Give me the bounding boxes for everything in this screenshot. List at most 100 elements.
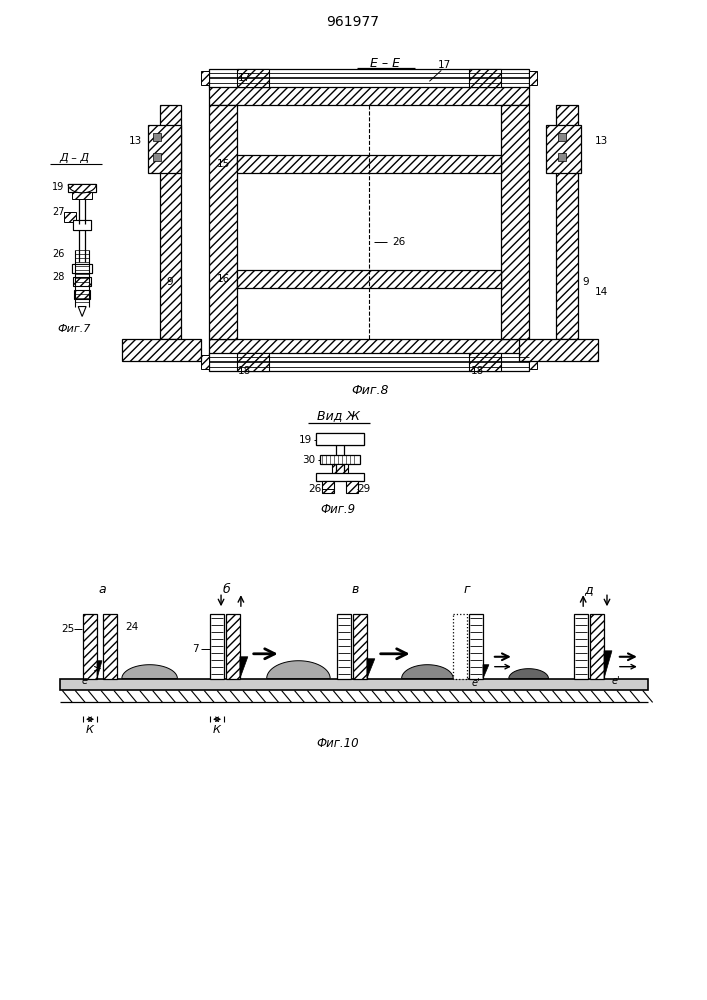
Text: г: г bbox=[464, 583, 470, 596]
Bar bbox=[72, 192, 92, 199]
Text: 18: 18 bbox=[470, 366, 484, 376]
Bar bbox=[74, 290, 90, 299]
Bar bbox=[469, 614, 483, 679]
Bar bbox=[320, 455, 360, 464]
Bar bbox=[237, 270, 501, 288]
Polygon shape bbox=[367, 659, 375, 679]
Bar bbox=[547, 125, 581, 173]
Bar bbox=[64, 212, 76, 222]
Bar bbox=[469, 353, 501, 371]
Text: 9: 9 bbox=[166, 277, 173, 287]
Bar bbox=[209, 69, 529, 87]
Bar bbox=[529, 71, 537, 85]
Bar bbox=[237, 353, 269, 371]
Bar bbox=[332, 464, 348, 480]
Bar bbox=[353, 614, 367, 679]
Bar bbox=[574, 614, 588, 679]
Text: 9: 9 bbox=[583, 277, 590, 287]
Text: Фиг.9: Фиг.9 bbox=[320, 503, 356, 516]
Bar bbox=[160, 105, 182, 339]
Bar bbox=[69, 184, 96, 192]
Bar bbox=[74, 220, 91, 230]
Polygon shape bbox=[78, 307, 86, 316]
Bar bbox=[529, 355, 537, 369]
Text: 13: 13 bbox=[129, 136, 142, 146]
Bar bbox=[590, 614, 604, 679]
Bar bbox=[519, 339, 598, 361]
Text: 25: 25 bbox=[62, 624, 75, 634]
Bar bbox=[69, 184, 96, 192]
Text: 28: 28 bbox=[52, 272, 64, 282]
Bar bbox=[209, 83, 529, 105]
Bar bbox=[74, 220, 91, 230]
Text: б: б bbox=[222, 583, 230, 596]
Bar bbox=[316, 433, 364, 445]
Text: 17: 17 bbox=[438, 60, 451, 70]
Text: 30: 30 bbox=[302, 455, 315, 465]
Bar bbox=[209, 353, 529, 371]
Text: 18: 18 bbox=[238, 366, 252, 376]
Polygon shape bbox=[122, 665, 177, 679]
Polygon shape bbox=[267, 661, 330, 679]
Bar bbox=[72, 264, 92, 273]
Bar bbox=[83, 614, 97, 679]
Text: 19: 19 bbox=[52, 182, 64, 192]
Bar bbox=[346, 481, 358, 493]
Polygon shape bbox=[483, 665, 489, 679]
Polygon shape bbox=[604, 651, 612, 679]
Text: 961977: 961977 bbox=[327, 15, 380, 29]
Text: 7: 7 bbox=[192, 644, 199, 654]
Text: а: а bbox=[98, 583, 106, 596]
Text: 26: 26 bbox=[392, 237, 405, 247]
Bar bbox=[237, 69, 269, 87]
Bar bbox=[153, 153, 160, 161]
Text: К: К bbox=[213, 725, 221, 735]
Bar bbox=[210, 614, 224, 679]
Bar bbox=[559, 153, 566, 161]
Polygon shape bbox=[69, 184, 96, 193]
Bar bbox=[453, 614, 467, 679]
Bar bbox=[556, 105, 578, 339]
Bar bbox=[201, 71, 209, 85]
Text: 26: 26 bbox=[309, 484, 322, 494]
Text: Фиг.7: Фиг.7 bbox=[57, 324, 91, 334]
Text: 16: 16 bbox=[216, 274, 230, 284]
Text: 29: 29 bbox=[357, 484, 370, 494]
Bar bbox=[209, 105, 237, 339]
Bar bbox=[103, 614, 117, 679]
Bar bbox=[316, 433, 364, 445]
Text: 19: 19 bbox=[299, 435, 312, 445]
Text: Вид Ж: Вид Ж bbox=[317, 409, 360, 422]
Text: 14: 14 bbox=[595, 287, 607, 297]
Text: 13: 13 bbox=[595, 136, 607, 146]
Bar bbox=[153, 133, 160, 141]
Bar bbox=[237, 155, 501, 173]
Text: Фиг.10: Фиг.10 bbox=[317, 737, 359, 750]
Text: 24: 24 bbox=[125, 622, 139, 632]
Polygon shape bbox=[402, 665, 453, 679]
Bar bbox=[201, 355, 209, 369]
Text: д: д bbox=[584, 583, 592, 596]
Polygon shape bbox=[240, 657, 248, 679]
Text: Д – Д: Д – Д bbox=[59, 153, 89, 163]
Bar bbox=[226, 614, 240, 679]
Text: 15: 15 bbox=[216, 159, 230, 169]
Bar bbox=[322, 481, 334, 493]
Polygon shape bbox=[97, 661, 102, 679]
Bar bbox=[74, 277, 91, 286]
Text: 26: 26 bbox=[52, 249, 64, 259]
Bar bbox=[337, 614, 351, 679]
Bar bbox=[122, 339, 201, 361]
Text: е': е' bbox=[612, 676, 620, 686]
Text: в: в bbox=[351, 583, 358, 596]
Polygon shape bbox=[509, 669, 549, 679]
Text: е': е' bbox=[472, 678, 480, 688]
Text: е: е bbox=[81, 676, 87, 686]
Bar bbox=[501, 105, 529, 339]
Text: Фиг.8: Фиг.8 bbox=[351, 384, 389, 397]
Bar bbox=[316, 473, 364, 481]
Bar bbox=[209, 339, 529, 361]
Text: 27: 27 bbox=[52, 207, 64, 217]
Text: К: К bbox=[86, 725, 94, 735]
Text: Е – Е: Е – Е bbox=[370, 57, 399, 70]
